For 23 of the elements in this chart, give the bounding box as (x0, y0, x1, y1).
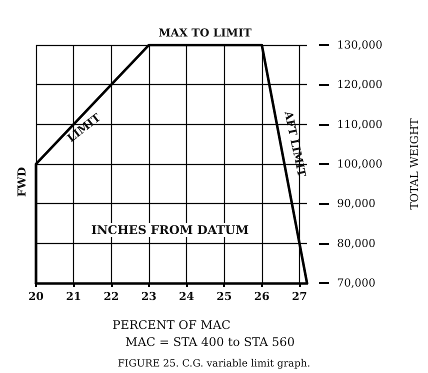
x-tick-label: 20 (28, 290, 44, 303)
x-tick-label: 26 (254, 290, 270, 303)
text: FWD (16, 166, 28, 197)
x-tick-label: 24 (178, 290, 195, 303)
y-axis-title: TOTAL WEIGHT (408, 118, 421, 210)
x-tick-label: 21 (66, 290, 82, 303)
y-tick-label: 70,000 (337, 276, 376, 290)
text: MAX TO LIMIT (158, 26, 252, 40)
text: MAC = STA 400 to STA 560 (125, 335, 295, 349)
annotation: INCHES FROM DATUM (91, 223, 249, 237)
y-tick-label: 120,000 (337, 78, 382, 92)
x-axis-title: PERCENT OF MAC (112, 318, 231, 332)
y-tick-label: 80,000 (337, 236, 376, 250)
x-tick-label: 25 (216, 290, 232, 303)
annotation: AFT LIMIT (282, 109, 308, 179)
x-tick-label: 23 (141, 290, 157, 303)
x-tick-label: 27 (292, 290, 308, 303)
y-tick-label: 90,000 (337, 197, 376, 210)
y-tick-label: 100,000 (337, 158, 382, 170)
y-tick-label: 110,000 (337, 118, 382, 131)
x-tick-label: 22 (104, 290, 119, 303)
caption: FIGURE 25. C.G. variable limit graph. (118, 358, 310, 370)
y-tick-label: 130,000 (337, 38, 382, 52)
